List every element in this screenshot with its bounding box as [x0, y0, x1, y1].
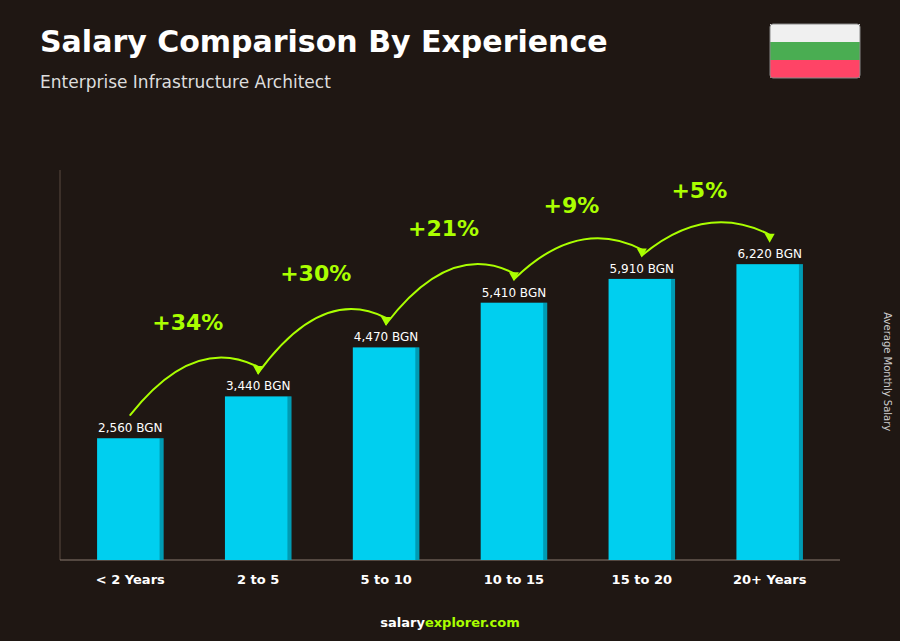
- bar-group: [481, 303, 547, 560]
- bar-group: [609, 279, 675, 560]
- bar: [609, 279, 675, 560]
- y-axis-label: Average Monthly Salary: [882, 312, 893, 431]
- bar: [97, 438, 163, 560]
- flag-stripe: [770, 60, 860, 78]
- growth-arc: [130, 357, 258, 414]
- x-tick-label: < 2 Years: [96, 572, 165, 587]
- data-label: 6,220 BGN: [737, 247, 801, 261]
- bar-group: [353, 347, 419, 560]
- bar: [481, 303, 547, 560]
- title: Salary Comparison By Experience: [40, 24, 608, 59]
- x-tick-label: 10 to 15: [484, 572, 544, 587]
- bar: [225, 396, 291, 560]
- growth-arc: [386, 264, 514, 324]
- data-label: 2,560 BGN: [98, 421, 162, 435]
- flag-stripe: [770, 24, 860, 42]
- growth-arc: [642, 222, 770, 255]
- x-tick-label: 20+ Years: [733, 572, 807, 587]
- watermark: salaryexplorer.com: [380, 615, 519, 630]
- x-tick-label: 2 to 5: [237, 572, 279, 587]
- growth-arc: [258, 309, 386, 373]
- x-tick-label: 15 to 20: [612, 572, 672, 587]
- background: [0, 0, 900, 641]
- data-label: 5,410 BGN: [482, 286, 546, 300]
- data-label: 5,910 BGN: [610, 262, 674, 276]
- bar: [736, 264, 802, 560]
- bar-shade: [671, 279, 675, 560]
- flag-border: [770, 24, 860, 78]
- growth-label: +34%: [152, 310, 223, 335]
- bar-group: [736, 264, 802, 560]
- growth-label: +30%: [280, 261, 351, 286]
- bar-shade: [543, 303, 547, 560]
- bars: [97, 264, 803, 560]
- bar-group: [225, 396, 291, 560]
- growth-arrow: [765, 234, 775, 243]
- growth-label: +5%: [671, 178, 727, 203]
- watermark-part: salary: [380, 615, 425, 630]
- flag-stripe: [770, 42, 860, 60]
- data-label: 3,440 BGN: [226, 379, 290, 393]
- bar-shade: [287, 396, 291, 560]
- bar: [353, 347, 419, 560]
- chart: Salary Comparison By Experience Enterpris…: [0, 0, 900, 641]
- bar-group: [97, 438, 163, 560]
- bar-shade: [799, 264, 803, 560]
- data-label: 4,470 BGN: [354, 330, 418, 344]
- bar-shade: [160, 438, 164, 560]
- page: {"chart_data": {"type": "bar", "title": …: [0, 0, 900, 641]
- growth-arc: [514, 238, 642, 279]
- x-tick-label: 5 to 10: [360, 572, 411, 587]
- x-axis-line: [60, 560, 840, 561]
- flag: [770, 24, 860, 78]
- growth-label: +21%: [408, 216, 479, 241]
- growth-label: +9%: [544, 193, 600, 218]
- bar-shade: [415, 347, 419, 560]
- growth-annotations: +34% +30% +21% +9% +5%: [130, 178, 774, 415]
- subtitle: Enterprise Infrastructure Architect: [40, 72, 331, 92]
- y-axis-line: [60, 170, 61, 560]
- watermark-part: explorer.com: [425, 615, 520, 630]
